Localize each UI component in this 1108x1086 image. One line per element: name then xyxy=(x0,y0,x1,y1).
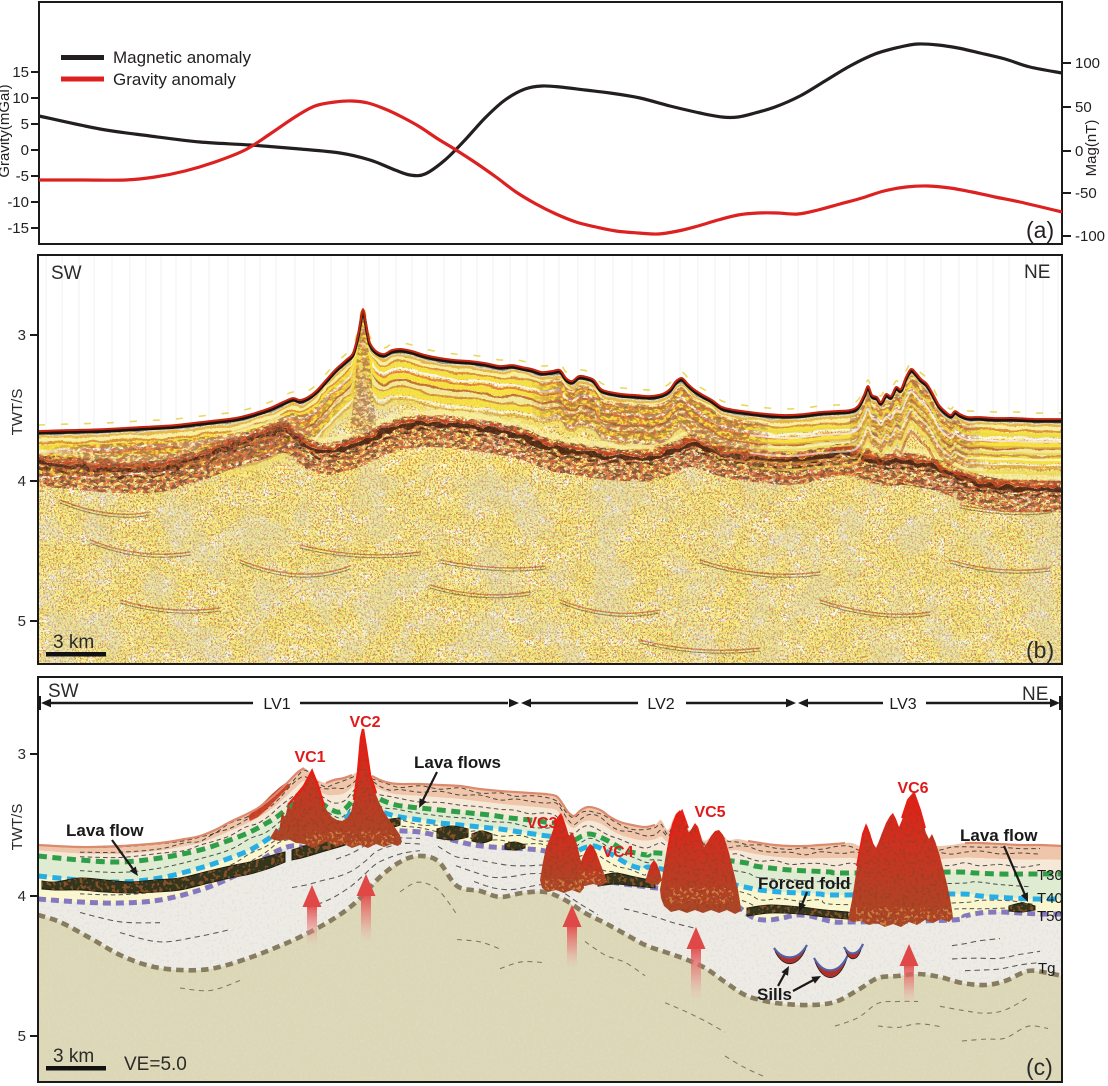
svg-text:5: 5 xyxy=(18,613,26,630)
svg-text:Lava flow: Lava flow xyxy=(66,821,144,840)
svg-text:Lava flows: Lava flows xyxy=(414,753,501,772)
svg-text:VC5: VC5 xyxy=(694,804,725,821)
svg-text:3: 3 xyxy=(18,746,26,763)
svg-text:Gravity(mGal): Gravity(mGal) xyxy=(0,84,13,177)
svg-text:NE: NE xyxy=(1022,684,1048,705)
svg-text:T30: T30 xyxy=(1037,867,1063,884)
svg-text:VC3: VC3 xyxy=(526,815,557,832)
svg-text:5: 5 xyxy=(21,116,29,133)
svg-text:Tg: Tg xyxy=(1038,960,1056,977)
svg-text:(b): (b) xyxy=(1026,637,1054,663)
svg-text:4: 4 xyxy=(18,473,26,490)
svg-text:-5: -5 xyxy=(16,168,29,185)
svg-text:0: 0 xyxy=(21,142,29,159)
svg-text:TWT/S: TWT/S xyxy=(9,389,26,436)
svg-text:T50: T50 xyxy=(1037,908,1063,925)
svg-text:SW: SW xyxy=(51,263,82,284)
svg-text:LV3: LV3 xyxy=(889,696,916,713)
svg-text:Mag(nT): Mag(nT) xyxy=(1083,120,1100,177)
svg-text:VC1: VC1 xyxy=(294,749,325,766)
svg-text:TWT/S: TWT/S xyxy=(9,804,26,851)
svg-text:100: 100 xyxy=(1075,55,1100,72)
svg-text:VC6: VC6 xyxy=(897,780,928,797)
svg-text:10: 10 xyxy=(12,90,29,107)
svg-text:SW: SW xyxy=(48,681,79,702)
svg-text:T40: T40 xyxy=(1037,890,1063,907)
svg-text:50: 50 xyxy=(1075,99,1092,116)
svg-text:Lava flow: Lava flow xyxy=(960,826,1038,845)
svg-text:-10: -10 xyxy=(7,194,29,211)
svg-text:(a): (a) xyxy=(1026,217,1054,243)
svg-text:LV1: LV1 xyxy=(263,696,290,713)
svg-text:-15: -15 xyxy=(7,220,29,237)
svg-text:NE: NE xyxy=(1024,262,1050,283)
svg-text:0: 0 xyxy=(1075,143,1083,160)
svg-text:3 km: 3 km xyxy=(53,1046,94,1067)
svg-text:-100: -100 xyxy=(1075,228,1105,245)
svg-text:3 km: 3 km xyxy=(53,632,94,653)
svg-text:5: 5 xyxy=(18,1028,26,1045)
svg-text:(c): (c) xyxy=(1026,1054,1053,1080)
svg-text:Gravity anomaly: Gravity anomaly xyxy=(113,70,236,89)
svg-text:-50: -50 xyxy=(1075,185,1097,202)
svg-text:15: 15 xyxy=(12,64,29,81)
svg-text:Sills: Sills xyxy=(757,985,792,1004)
svg-text:4: 4 xyxy=(18,888,26,905)
svg-text:VC2: VC2 xyxy=(349,714,380,731)
svg-text:VC4: VC4 xyxy=(602,844,633,861)
svg-text:Forced fold: Forced fold xyxy=(758,874,851,893)
svg-text:LV2: LV2 xyxy=(647,696,674,713)
svg-text:VE=5.0: VE=5.0 xyxy=(124,1054,187,1075)
svg-text:3: 3 xyxy=(18,327,26,344)
svg-text:Magnetic anomaly: Magnetic anomaly xyxy=(113,48,251,67)
